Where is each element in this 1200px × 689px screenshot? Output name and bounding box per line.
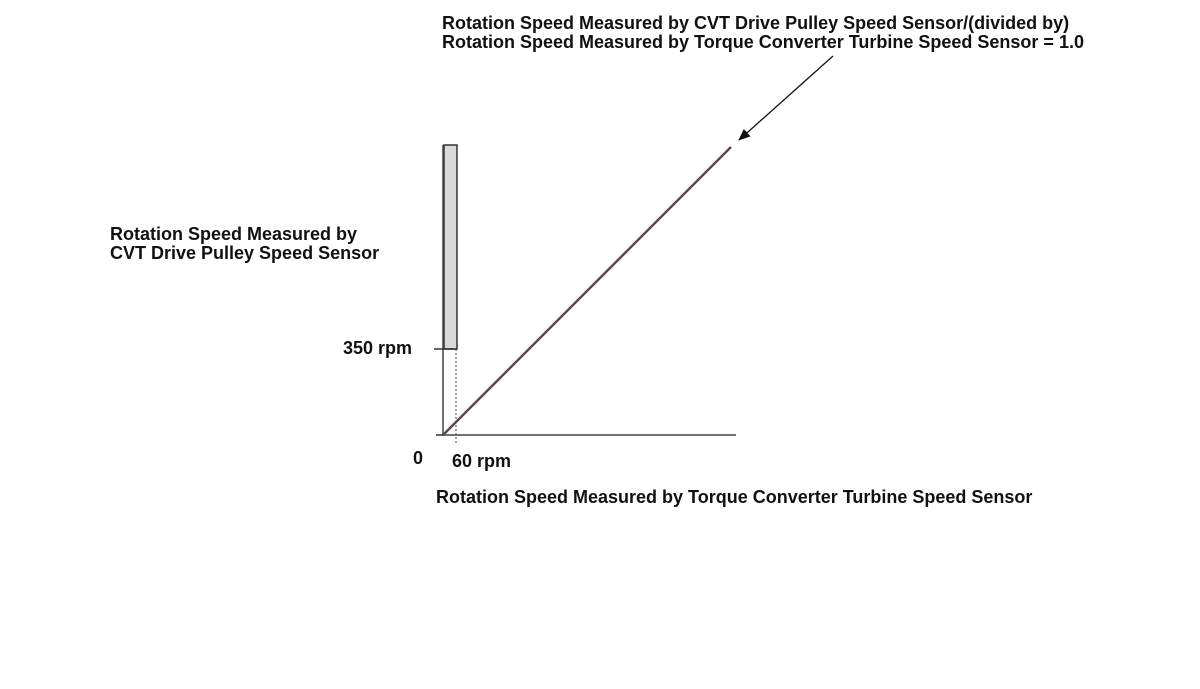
ratio-annotation: Rotation Speed Measured by CVT Drive Pul… [442,14,1084,52]
y-axis-label-line-2: CVT Drive Pulley Speed Sensor [110,243,380,263]
y-tick-label: 350 rpm [343,338,413,358]
annotation-line-1: Rotation Speed Measured by CVT Drive Pul… [442,13,1070,33]
x-tick-label: 60 rpm [452,451,512,471]
origin-label: 0 [413,448,424,468]
annotation-line-2: Rotation Speed Measured by Torque Conver… [442,32,1084,52]
ratio-line [442,146,732,436]
x-axis-label: Rotation Speed Measured by Torque Conver… [436,487,1033,507]
annotation-arrow [738,55,834,141]
y-axis-label-line-1: Rotation Speed Measured by [110,224,358,244]
y-axis-label: Rotation Speed Measured by CVT Drive Pul… [110,225,379,263]
threshold-band [443,144,458,350]
